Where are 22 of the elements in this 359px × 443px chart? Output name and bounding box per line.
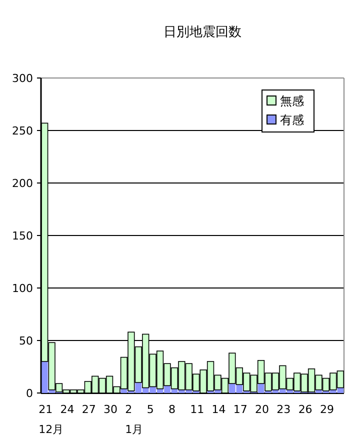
y-tick-label: 100	[12, 282, 33, 295]
x-tick-label: 17	[233, 403, 248, 416]
y-tick-label: 250	[12, 124, 33, 138]
x-tick-label: 8	[168, 403, 176, 416]
x-tick-label: 29	[320, 403, 334, 416]
x-tick-label: 20	[255, 403, 270, 416]
x-tick-label: 14	[212, 403, 226, 416]
x-tick-label: 11	[190, 403, 204, 416]
y-tick-label: 300	[12, 72, 33, 85]
x-tick-label: 30	[104, 403, 118, 416]
x-tick-label: 27	[82, 403, 96, 416]
x-tick-label: 23	[276, 403, 291, 416]
y-tick-label: 50	[19, 334, 33, 348]
y-tick-label: 0	[26, 387, 33, 400]
y-tick-label: 150	[12, 230, 33, 242]
x-tick-label: 5	[146, 403, 154, 416]
legend-label: 有感	[280, 113, 304, 127]
x-tick-label: 2 1月	[125, 403, 144, 436]
chart-title: 日別地震回数	[164, 25, 242, 40]
x-tick-label: 26	[298, 403, 312, 416]
y-tick-label: 200	[12, 177, 33, 190]
legend-label: 無感	[280, 94, 304, 108]
